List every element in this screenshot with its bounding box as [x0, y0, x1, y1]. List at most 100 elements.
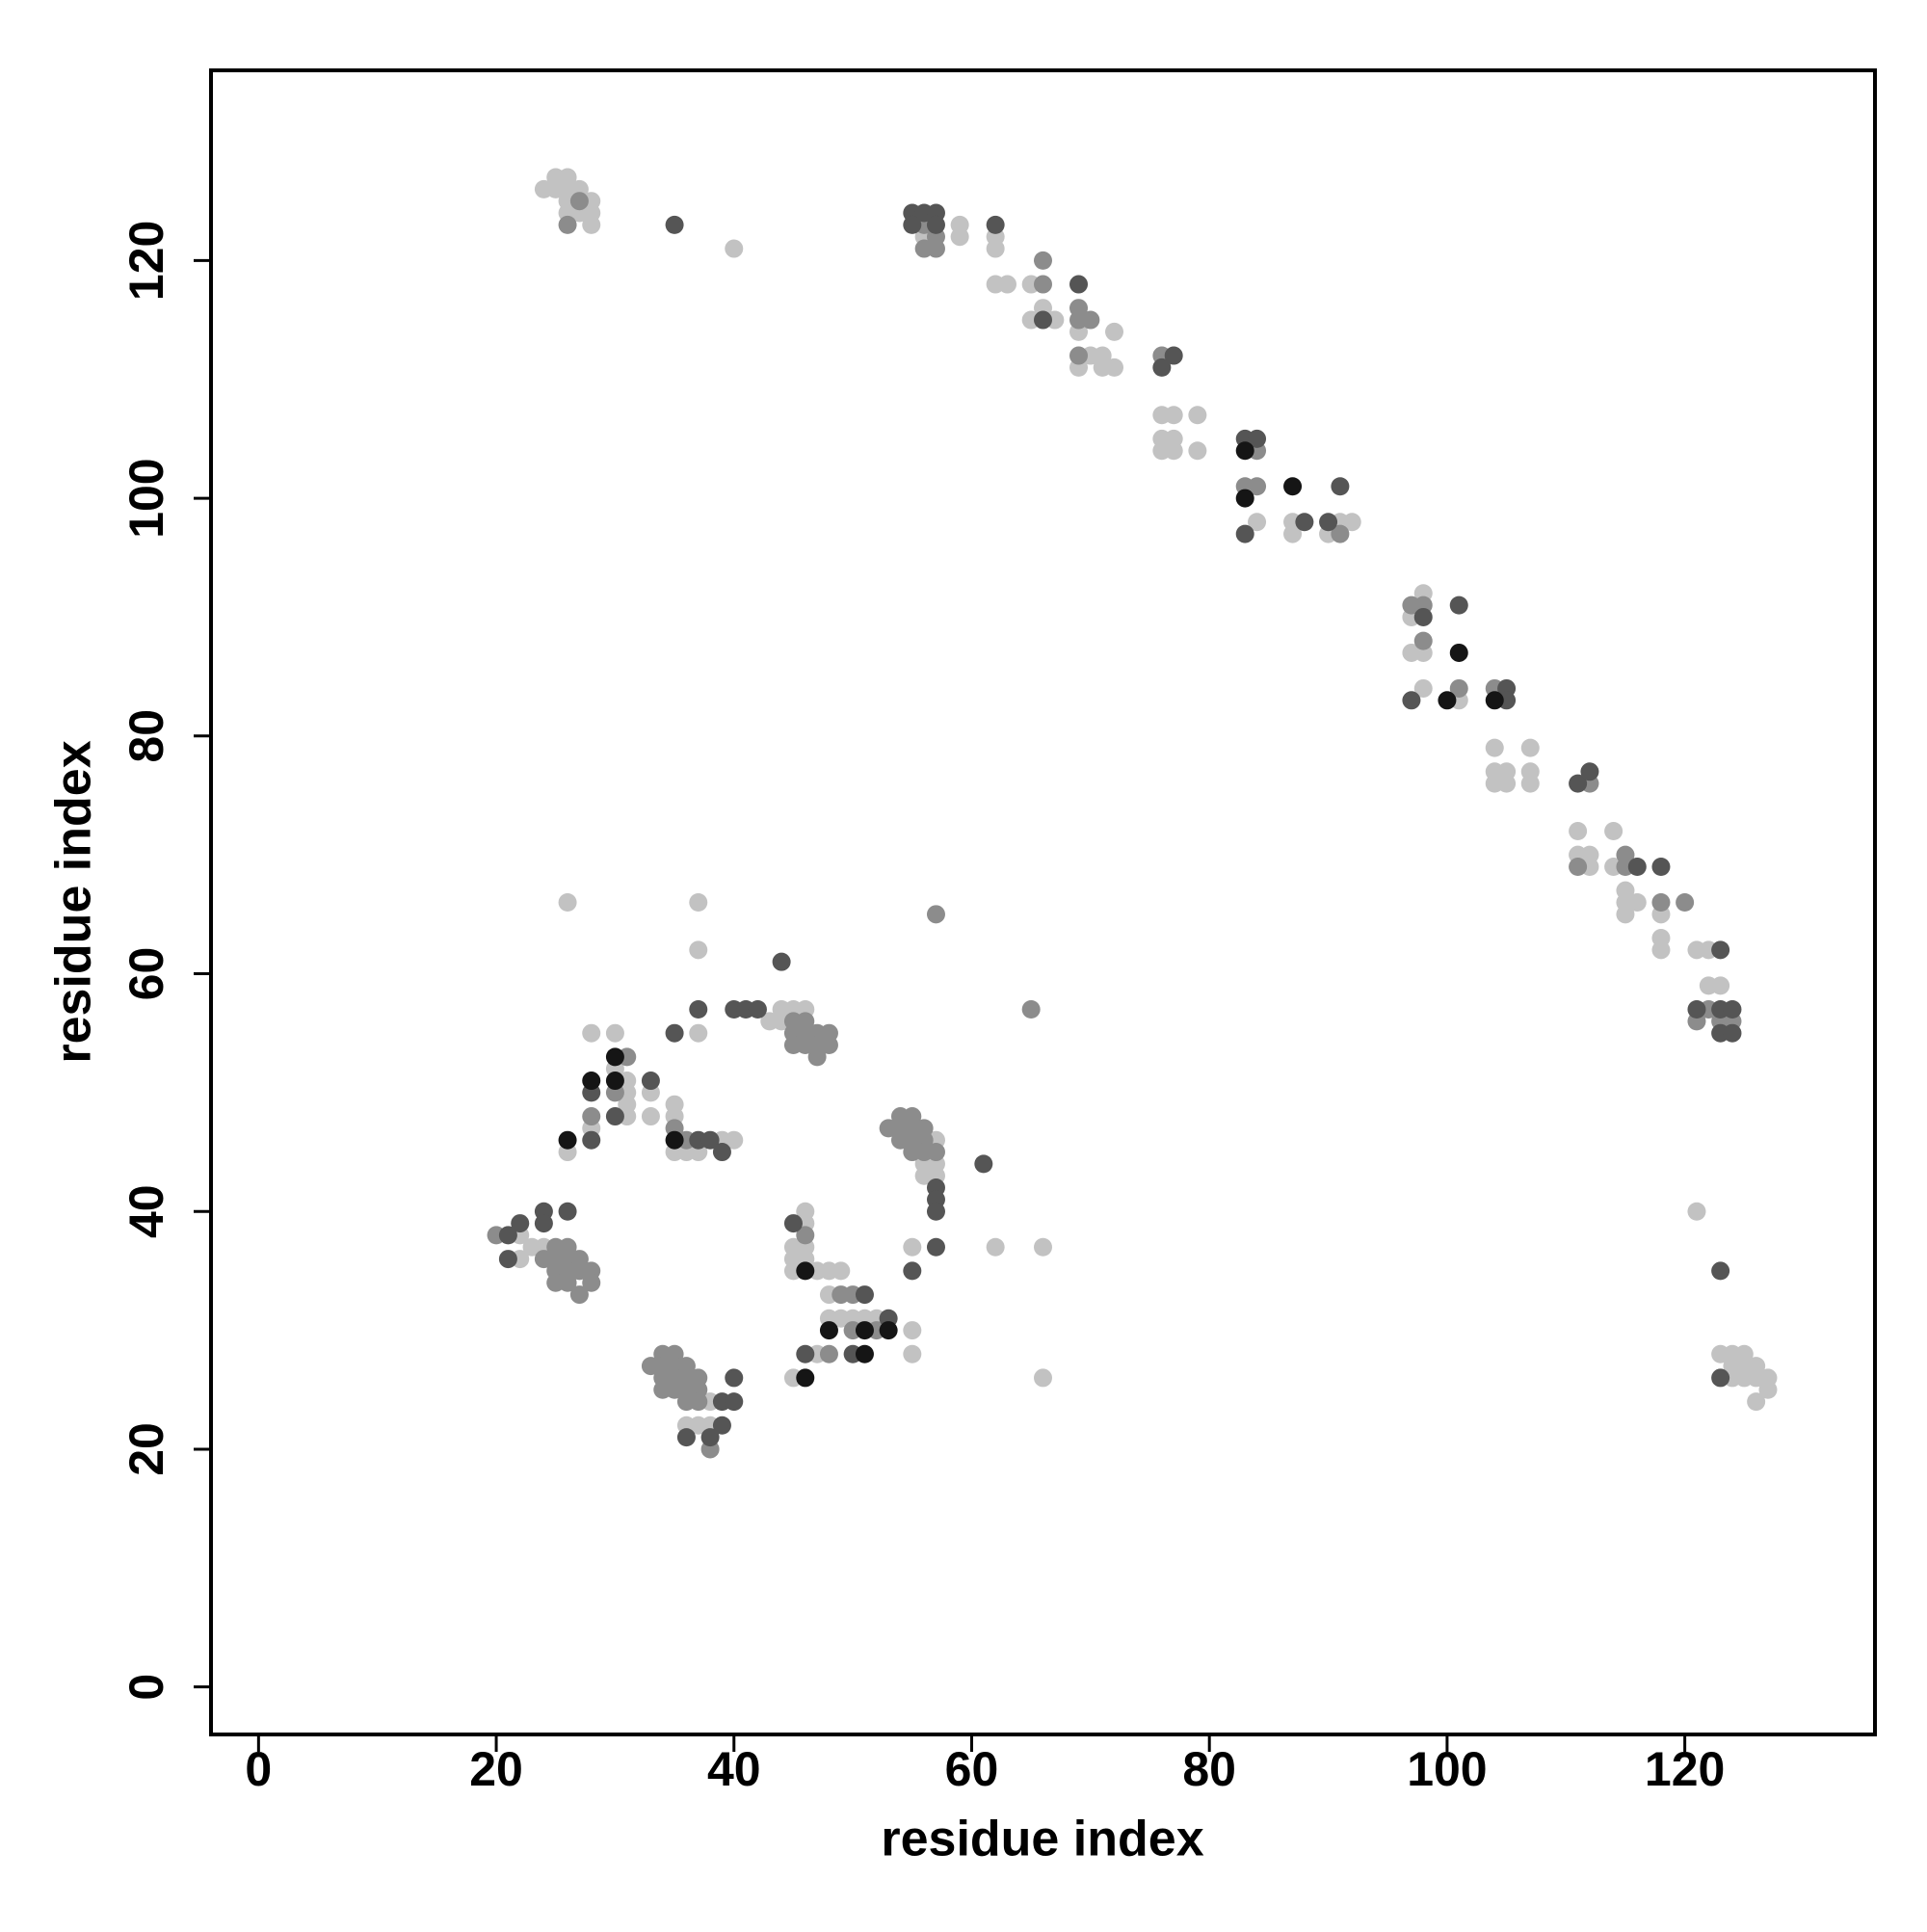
point — [1235, 489, 1254, 508]
point — [1034, 1237, 1052, 1257]
point — [689, 1000, 708, 1019]
point — [926, 215, 945, 234]
point — [1034, 310, 1052, 330]
point — [796, 1012, 815, 1031]
point — [903, 1261, 922, 1281]
point — [700, 1130, 720, 1150]
point — [1034, 275, 1052, 294]
point — [558, 215, 577, 234]
point — [1569, 774, 1588, 793]
point — [689, 940, 708, 960]
point — [926, 1237, 945, 1257]
point — [1580, 762, 1599, 781]
point — [1651, 857, 1671, 876]
point — [772, 952, 791, 971]
point — [1711, 940, 1730, 960]
point — [725, 239, 744, 258]
point — [1747, 1392, 1766, 1412]
point — [1604, 821, 1623, 840]
point — [1248, 477, 1267, 496]
point — [1520, 738, 1540, 757]
point — [582, 1072, 601, 1091]
point — [558, 1130, 577, 1150]
point — [855, 1321, 874, 1340]
point — [689, 893, 708, 912]
point — [665, 215, 684, 234]
point — [1283, 524, 1303, 543]
point — [569, 1285, 589, 1305]
point — [950, 227, 969, 247]
point — [641, 1107, 660, 1126]
point — [676, 1428, 696, 1447]
point — [1449, 643, 1468, 662]
point — [511, 1214, 530, 1233]
point — [1485, 691, 1504, 710]
point — [1687, 1202, 1706, 1221]
point — [1651, 940, 1671, 960]
point — [855, 1344, 874, 1363]
point — [582, 215, 601, 234]
point — [605, 1047, 624, 1067]
point — [1520, 774, 1540, 793]
point — [1449, 678, 1468, 698]
point — [819, 1344, 838, 1363]
point — [1105, 357, 1124, 377]
x-tick-label: 100 — [1407, 1742, 1487, 1796]
point — [605, 1107, 624, 1126]
point — [926, 905, 945, 924]
point — [926, 239, 945, 258]
point — [1164, 346, 1183, 365]
point — [1616, 905, 1635, 924]
point — [1402, 691, 1421, 710]
point — [498, 1250, 517, 1269]
y-tick-label: 0 — [119, 1674, 173, 1701]
point — [796, 1368, 815, 1388]
point — [1105, 322, 1124, 341]
point — [700, 1428, 720, 1447]
y-tick-label: 100 — [119, 458, 173, 538]
point — [1188, 406, 1207, 425]
point — [819, 1036, 838, 1055]
x-tick-label: 120 — [1645, 1742, 1725, 1796]
point — [1497, 774, 1517, 793]
point — [1152, 357, 1172, 377]
point — [796, 1344, 815, 1363]
x-tick-label: 20 — [469, 1742, 523, 1796]
y-tick-label: 40 — [119, 1184, 173, 1238]
point — [748, 1000, 767, 1019]
point — [986, 215, 1005, 234]
point — [1676, 893, 1695, 912]
point — [903, 1237, 922, 1257]
point — [1569, 821, 1588, 840]
point — [1331, 524, 1350, 543]
point — [522, 1237, 541, 1257]
x-tick-label: 80 — [1182, 1742, 1236, 1796]
point — [1627, 857, 1647, 876]
x-axis-title: residue index — [881, 1812, 1203, 1867]
point — [1734, 1368, 1754, 1388]
point — [712, 1143, 731, 1162]
point — [1248, 513, 1267, 532]
point — [1413, 607, 1433, 626]
point — [1711, 1261, 1730, 1281]
point — [855, 1285, 874, 1305]
x-tick-label: 40 — [707, 1742, 761, 1796]
y-tick-label: 20 — [119, 1422, 173, 1476]
point — [558, 893, 577, 912]
point — [974, 1154, 993, 1174]
point — [1758, 1380, 1778, 1399]
point — [783, 1214, 803, 1233]
point — [582, 1107, 601, 1126]
point — [1235, 441, 1254, 461]
y-axis-title: residue index — [46, 740, 102, 1063]
point — [689, 1023, 708, 1043]
point — [1235, 524, 1254, 543]
point — [641, 1072, 660, 1091]
point — [1188, 441, 1207, 461]
point — [986, 239, 1005, 258]
point — [1164, 406, 1183, 425]
point — [1283, 477, 1303, 496]
point — [1723, 1023, 1742, 1043]
y-tick-label: 120 — [119, 221, 173, 301]
